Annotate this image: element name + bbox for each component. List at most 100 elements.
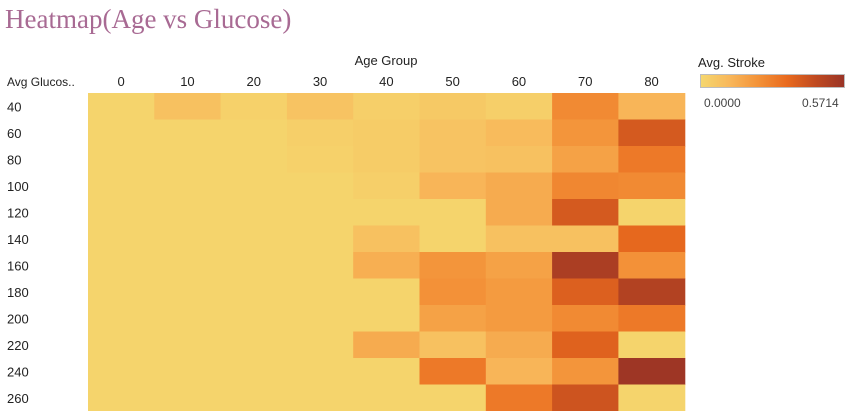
heatmap-cell (618, 172, 686, 200)
heatmap-cell (220, 146, 288, 174)
heatmap-cell (552, 252, 619, 280)
heatmap-cell (485, 305, 553, 333)
heatmap-cell (618, 93, 686, 121)
heatmap-cell (353, 199, 421, 227)
heatmap-cell (154, 278, 222, 306)
heatmap-cell (353, 384, 421, 411)
x-tick-label: 20 (247, 74, 261, 89)
heatmap-cell (419, 93, 487, 121)
heatmap-cell (485, 252, 553, 280)
heatmap-cell (419, 199, 487, 227)
heatmap-cell (286, 305, 354, 333)
heatmap-cell (154, 93, 222, 121)
heatmap-cell (88, 384, 155, 411)
heatmap-cell (419, 305, 487, 333)
legend-min-label: 0.0000 (704, 96, 741, 110)
heatmap-cell (286, 278, 354, 306)
heatmap-cell (618, 252, 686, 280)
heatmap-cell (220, 331, 288, 359)
heatmap-cell (618, 119, 686, 147)
y-tick-label: 180 (7, 285, 29, 300)
chart-title: Heatmap(Age vs Glucose) (5, 4, 292, 34)
heatmap-cell (618, 199, 686, 227)
heatmap-cell (286, 199, 354, 227)
heatmap-cell (286, 146, 354, 174)
heatmap-cell (485, 93, 553, 121)
heatmap-cell (552, 119, 619, 147)
y-tick-label: 40 (7, 99, 21, 114)
y-tick-label: 220 (7, 338, 29, 353)
legend-title: Avg. Stroke (698, 55, 765, 70)
heatmap-cell (220, 172, 288, 200)
heatmap-cell (154, 252, 222, 280)
heatmap-cell (154, 358, 222, 386)
heatmap-cell (286, 358, 354, 386)
heatmap-cell (220, 119, 288, 147)
y-tick-label: 160 (7, 258, 29, 273)
heatmap-cell (552, 305, 619, 333)
heatmap-cell (552, 358, 619, 386)
heatmap-cell (419, 225, 487, 253)
heatmap-cell (88, 93, 155, 121)
heatmap-cell (485, 172, 553, 200)
heatmap-cell (552, 384, 619, 411)
heatmap-cell (154, 172, 222, 200)
x-tick-label: 70 (578, 74, 592, 89)
heatmap-cell (618, 384, 686, 411)
heatmap-cell (485, 331, 553, 359)
heatmap-cell (419, 252, 487, 280)
heatmap-cell (618, 358, 686, 386)
heatmap-cell (552, 93, 619, 121)
heatmap-cell (353, 278, 421, 306)
heatmap-cell (353, 252, 421, 280)
heatmap-cell (220, 278, 288, 306)
heatmap-cell (220, 93, 288, 121)
heatmap-cell (618, 278, 686, 306)
heatmap-cell (419, 331, 487, 359)
y-tick-label: 200 (7, 311, 29, 326)
heatmap-cell (353, 119, 421, 147)
y-tick-label: 80 (7, 152, 21, 167)
heatmap-cell (88, 146, 155, 174)
heatmap-cell (154, 384, 222, 411)
heatmap-cell (286, 119, 354, 147)
y-tick-label: 260 (7, 391, 29, 406)
heatmap-cell (485, 119, 553, 147)
heatmap-cell (353, 172, 421, 200)
y-tick-labels: 40 60 80 100 120 140 160 180 200 220 240 260 (7, 99, 29, 406)
heatmap-cell (154, 331, 222, 359)
heatmap-cell (552, 146, 619, 174)
x-tick-label: 50 (445, 74, 459, 89)
heatmap-cell (618, 331, 686, 359)
heatmap-cell (286, 225, 354, 253)
heatmap-cell (154, 305, 222, 333)
y-axis-label: Avg Glucos.. (7, 75, 75, 89)
heatmap-cell (286, 172, 354, 200)
heatmap-cell (353, 358, 421, 386)
heatmap-cell (552, 278, 619, 306)
heatmap-cell (220, 199, 288, 227)
y-tick-label: 240 (7, 364, 29, 379)
heatmap-cell (485, 358, 553, 386)
heatmap-cell (552, 225, 619, 253)
heatmap-cell (286, 331, 354, 359)
heatmap-cell (88, 331, 155, 359)
heatmap-cell (88, 278, 155, 306)
heatmap-cell (618, 225, 686, 253)
heatmap-cell (88, 358, 155, 386)
heatmap-cell (154, 119, 222, 147)
heatmap-cell (353, 146, 421, 174)
x-tick-label: 60 (512, 74, 526, 89)
x-tick-label: 40 (379, 74, 393, 89)
heatmap-cell (552, 199, 619, 227)
heatmap-cell (88, 305, 155, 333)
heatmap-cell (419, 119, 487, 147)
heatmap-cell (220, 252, 288, 280)
heatmap-cell (88, 252, 155, 280)
heatmap-cell (154, 225, 222, 253)
heatmap-cell (220, 305, 288, 333)
x-tick-label: 0 (118, 74, 125, 89)
heatmap-cell (419, 278, 487, 306)
heatmap-cell (88, 172, 155, 200)
